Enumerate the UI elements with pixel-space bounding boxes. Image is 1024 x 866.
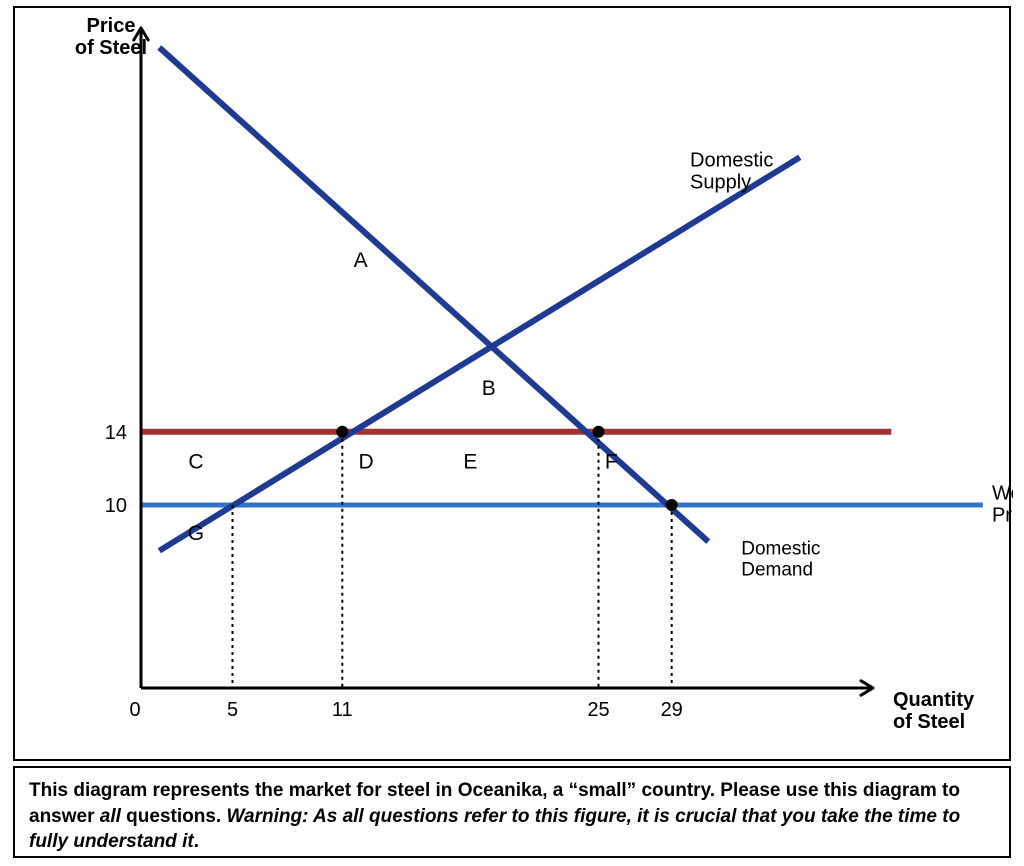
supply-line xyxy=(159,157,800,550)
x-tick-label: 11 xyxy=(332,699,353,721)
chart-frame: 10 14 0 5 11 25 29 Priceof Steel Quantityof Stee… xyxy=(13,6,1011,761)
y-tick-label: 14 xyxy=(105,422,127,444)
x-tick-label: 0 xyxy=(129,699,140,721)
region-label: C xyxy=(188,450,203,473)
caption-segment: questions. xyxy=(121,806,227,827)
region-label: D xyxy=(359,450,374,473)
region-label: A xyxy=(354,249,368,272)
x-tick-label: 25 xyxy=(587,699,609,721)
world-price-label: WorldPrice xyxy=(992,483,1013,527)
demand-label: DomesticDemand xyxy=(741,538,820,580)
region-label: F xyxy=(605,450,618,473)
x-tick-label: 29 xyxy=(661,699,683,721)
intersection-point xyxy=(336,426,348,438)
demand-line xyxy=(159,48,708,542)
intersection-point xyxy=(593,426,605,438)
supply-demand-chart: 10 14 0 5 11 25 29 Priceof Steel Quantityof Stee… xyxy=(15,8,1013,763)
page-root: 10 14 0 5 11 25 29 Priceof Steel Quantityof Stee… xyxy=(0,0,1024,866)
caption-segment: . xyxy=(194,831,199,852)
y-axis-title: Priceof Steel xyxy=(75,15,147,59)
region-label: G xyxy=(188,522,204,545)
caption-box: This diagram represents the market for s… xyxy=(13,766,1011,858)
intersection-point xyxy=(666,499,678,511)
x-axis-title: Quantityof Steel xyxy=(893,689,975,733)
supply-label: DomesticSupply xyxy=(690,149,773,193)
y-tick-label: 10 xyxy=(105,495,127,517)
caption-segment: all xyxy=(100,806,121,827)
x-tick-label: 5 xyxy=(227,699,238,721)
region-label: E xyxy=(463,450,477,473)
region-label: B xyxy=(482,377,496,400)
